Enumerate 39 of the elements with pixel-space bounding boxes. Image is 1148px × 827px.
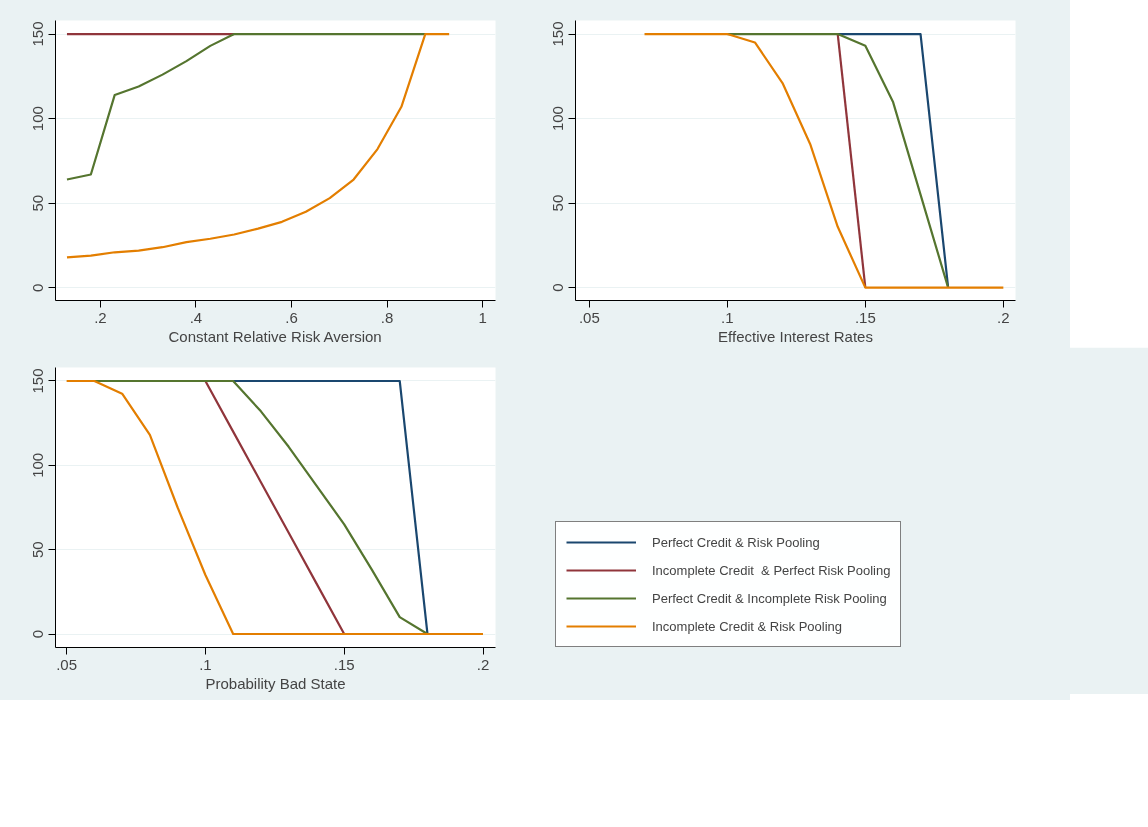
x-tick-label: .6	[285, 308, 298, 326]
line-series	[726, 32, 950, 289]
x-tick-label: .15	[333, 655, 355, 673]
y-tick-label: 0	[549, 283, 567, 292]
text: Incomplete Credit & Perfect Risk Pooling	[652, 562, 891, 578]
x-tick-label: .8	[380, 308, 394, 326]
y-tick-label: 50	[549, 194, 567, 212]
x-tick-label: 1	[478, 308, 487, 326]
y-tick-label: 150	[549, 21, 567, 47]
y-tick-label: 0	[29, 283, 47, 292]
x-tick-label: .05	[56, 655, 78, 673]
x-tick-label: .2	[997, 308, 1010, 326]
x-axis-title: Constant Relative Risk Aversion	[168, 327, 382, 345]
line-series	[93, 379, 429, 636]
x-tick-label: .1	[721, 308, 734, 326]
x-axis-title: Probability Bad State	[205, 674, 346, 692]
text: Perfect Credit & Incomplete Risk Pooling	[652, 590, 887, 606]
text: Perfect Credit & Risk Pooling	[652, 534, 820, 550]
line-series	[65, 32, 451, 259]
line-series	[65, 379, 485, 636]
line-series	[643, 32, 1005, 289]
x-tick-label: .4	[189, 308, 203, 326]
x-axis-title: Effective Interest Rates	[718, 327, 873, 345]
x-tick-label: .15	[854, 308, 876, 326]
y-tick-label: 150	[29, 368, 47, 394]
y-tick-label: 100	[29, 106, 47, 132]
text: Incomplete Credit & Risk Pooling	[652, 618, 843, 634]
x-tick-label: .05	[578, 308, 600, 326]
y-tick-label: 50	[29, 541, 47, 559]
x-tick-label: .1	[199, 655, 212, 673]
y-tick-label: 150	[29, 21, 47, 47]
line-series	[65, 32, 427, 181]
y-tick-label: 50	[29, 194, 47, 212]
y-tick-label: 100	[29, 452, 47, 478]
x-tick-label: .2	[94, 308, 107, 326]
x-tick-label: .2	[476, 655, 490, 673]
y-tick-label: 100	[549, 106, 567, 132]
line-series	[204, 379, 346, 636]
y-tick-label: 0	[29, 629, 47, 639]
